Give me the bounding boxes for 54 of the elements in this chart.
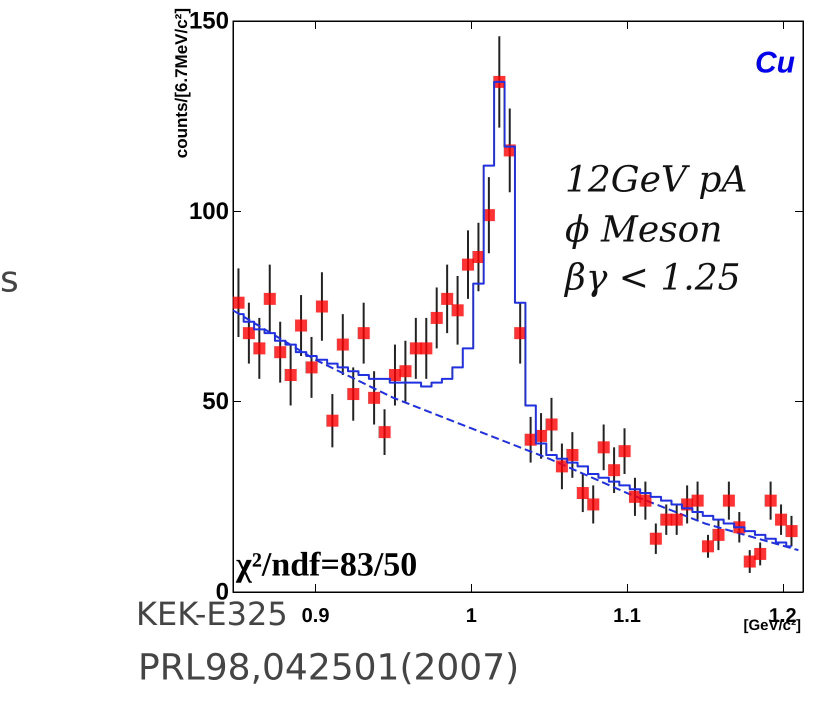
y-tick-label: 50 xyxy=(202,388,229,416)
annotation: χ²/ndf=83/50 xyxy=(235,546,418,584)
annotation: 12GeV pA xyxy=(565,160,748,200)
point xyxy=(775,514,788,526)
point xyxy=(264,292,276,305)
annotation: ϕ Meson xyxy=(565,210,722,250)
point xyxy=(722,494,735,507)
point xyxy=(764,494,777,507)
point xyxy=(253,342,266,354)
point xyxy=(274,346,286,358)
annotation: βγ < 1.25 xyxy=(563,258,741,298)
point xyxy=(785,525,798,538)
x-tick-label: 0.9 xyxy=(302,605,330,627)
point xyxy=(670,514,683,526)
point xyxy=(639,494,652,507)
point xyxy=(336,338,349,351)
point xyxy=(566,448,578,461)
point xyxy=(305,361,318,374)
x-tick-label: 1.1 xyxy=(613,605,641,627)
point xyxy=(452,304,464,316)
text: PRL98,042501(2007) xyxy=(138,648,520,688)
point xyxy=(576,487,589,500)
point xyxy=(368,392,380,404)
point xyxy=(232,296,244,309)
point xyxy=(284,369,297,382)
point xyxy=(347,388,360,400)
point xyxy=(754,548,766,560)
point xyxy=(462,258,474,271)
point xyxy=(430,312,443,324)
annotation: Cu xyxy=(755,46,796,80)
point xyxy=(316,300,328,312)
x-tick-label: 1 xyxy=(466,605,477,627)
point xyxy=(358,327,370,340)
point xyxy=(712,528,724,541)
point xyxy=(326,414,338,427)
point xyxy=(650,532,662,545)
text: s xyxy=(0,260,19,300)
point xyxy=(692,494,704,507)
point xyxy=(598,441,610,454)
y-tick-label: 100 xyxy=(188,198,229,225)
point xyxy=(608,464,620,476)
point xyxy=(702,540,714,552)
y-axis-title: counts/[6.7MeV/c²] xyxy=(172,8,191,158)
point xyxy=(399,365,412,378)
point xyxy=(242,327,255,340)
point xyxy=(378,426,391,438)
point xyxy=(441,292,454,305)
point xyxy=(545,418,558,431)
point xyxy=(420,342,432,354)
point xyxy=(618,445,631,458)
point xyxy=(587,498,600,510)
point xyxy=(556,460,568,472)
point xyxy=(744,556,756,568)
point xyxy=(295,320,308,332)
